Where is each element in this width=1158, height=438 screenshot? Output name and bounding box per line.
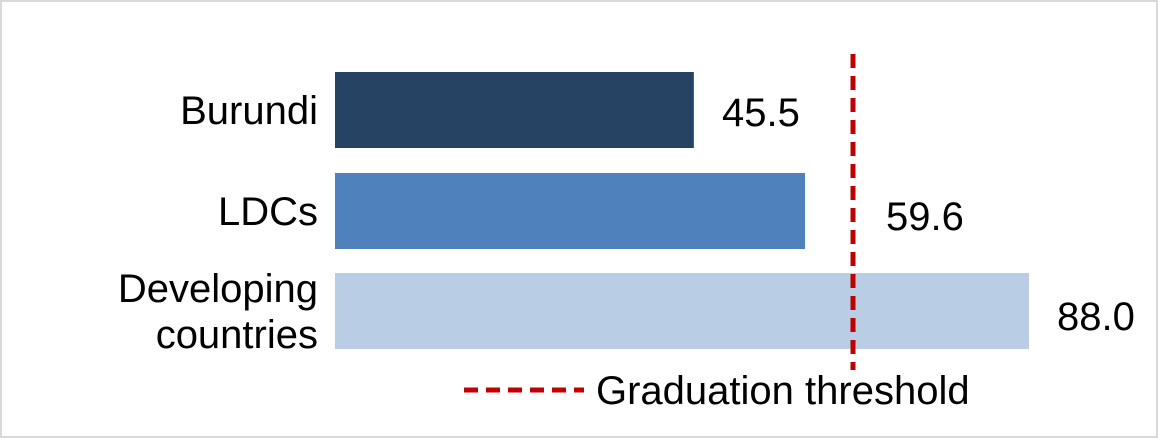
bars-group bbox=[335, 72, 1029, 349]
legend: Graduation threshold bbox=[464, 369, 970, 413]
value-label-burundi: 45.5 bbox=[722, 91, 800, 135]
value-label-developing-countries: 88.0 bbox=[1057, 295, 1135, 339]
bar-developing-countries bbox=[335, 273, 1029, 349]
legend-threshold-label: Graduation threshold bbox=[596, 369, 970, 413]
category-label-ldcs: LDCs bbox=[218, 190, 318, 234]
category-label-developing-countries: Developing countries bbox=[118, 267, 318, 357]
labels-group: Burundi 45.5 LDCs 59.6 Developing countries 88… bbox=[118, 89, 1135, 357]
bar-ldcs bbox=[335, 173, 806, 249]
value-label-ldcs: 59.6 bbox=[886, 195, 964, 239]
bar-burundi bbox=[335, 72, 694, 148]
category-label-burundi: Burundi bbox=[180, 89, 318, 133]
